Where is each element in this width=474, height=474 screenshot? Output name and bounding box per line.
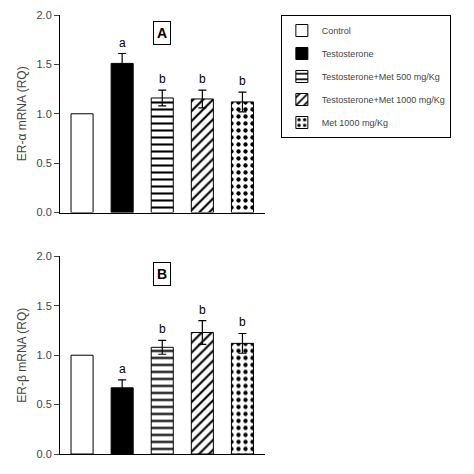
svg-text:b: b (159, 322, 166, 336)
svg-text:1.5: 1.5 (37, 300, 52, 312)
svg-text:A: A (157, 25, 167, 41)
svg-text:B: B (157, 266, 167, 282)
svg-text:ER-α mRNA (RQ): ER-α mRNA (RQ) (15, 66, 29, 161)
svg-text:Testosterone+Met 1000 mg/Kg: Testosterone+Met 1000 mg/Kg (322, 95, 445, 105)
svg-text:Testosterone: Testosterone (322, 49, 374, 59)
svg-text:a: a (119, 36, 126, 50)
svg-text:0.0: 0.0 (37, 206, 52, 218)
svg-text:Met 1000 mg/Kg: Met 1000 mg/Kg (322, 118, 388, 128)
svg-text:1.5: 1.5 (37, 58, 52, 70)
svg-text:b: b (239, 74, 246, 88)
svg-text:2.0: 2.0 (37, 9, 52, 21)
svg-text:a: a (119, 362, 126, 376)
svg-text:ER-β mRNA (RQ): ER-β mRNA (RQ) (15, 308, 29, 403)
svg-text:b: b (199, 303, 206, 317)
svg-text:0.5: 0.5 (37, 398, 52, 410)
svg-text:0.5: 0.5 (37, 157, 52, 169)
svg-text:1.0: 1.0 (37, 108, 52, 120)
svg-text:b: b (159, 72, 166, 86)
svg-text:1.0: 1.0 (37, 349, 52, 361)
svg-text:Control: Control (322, 26, 351, 36)
svg-text:b: b (199, 72, 206, 86)
svg-text:Testosterone+Met 500 mg/Kg: Testosterone+Met 500 mg/Kg (322, 72, 440, 82)
svg-text:2.0: 2.0 (37, 250, 52, 262)
svg-text:b: b (239, 315, 246, 329)
svg-text:0.0: 0.0 (37, 448, 52, 460)
